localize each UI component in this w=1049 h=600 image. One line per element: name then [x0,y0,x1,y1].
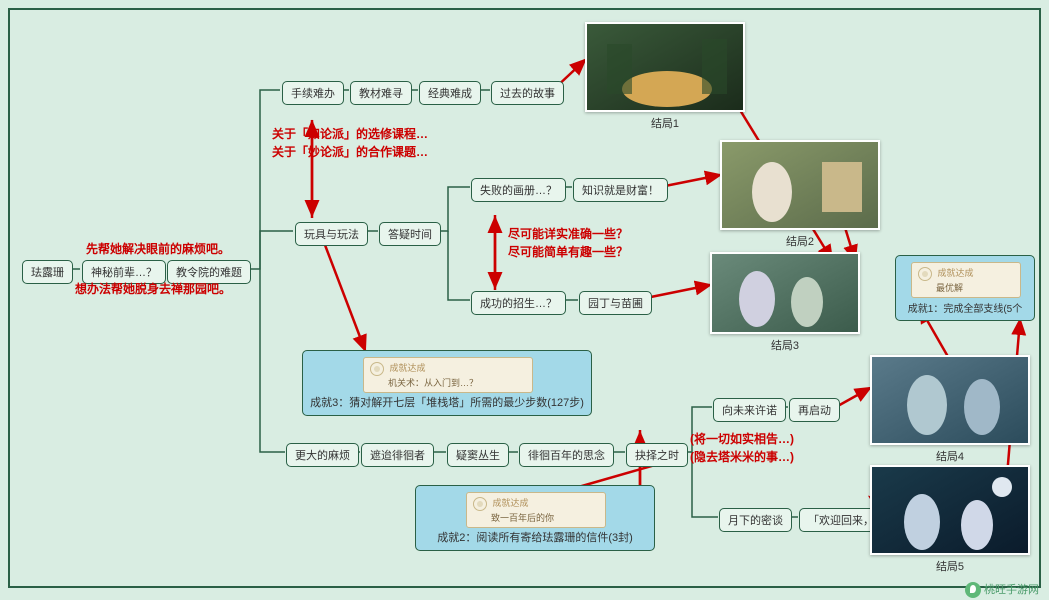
ending3-thumb [710,252,860,334]
ending5-thumb [870,465,1030,555]
ach1-sub: 最优解 [936,283,963,293]
node-gardener: 园丁与苗圃 [579,291,652,315]
node-failed-album: 失败的画册…？ [471,178,566,202]
red-simple: 尽可能简单有趣一些？ [508,243,628,260]
red-help-solve: 先帮她解决眼前的麻烦吧。 [86,240,230,257]
red-miaolun: 关于「妙论派」的合作课题… [272,143,428,160]
logo-icon [965,582,981,598]
achievement-icon [473,497,487,511]
node-recruit-success: 成功的招生…？ [471,291,566,315]
ending3-caption: 结局3 [710,337,860,353]
ending5-caption: 结局5 [870,558,1030,574]
ach3-text: 成就3：猜对解开七层「堆栈塔」所需的最少步数(127步) [303,394,591,410]
ending1-thumb [585,22,745,112]
node-moonlight-talk: 月下的密谈 [719,508,792,532]
ach2-sub: 致一百年后的你 [491,513,554,523]
ach3-title: 成就达成 [390,363,426,373]
node-procedures: 手续难办 [282,81,344,105]
node-restart: 再启动 [789,398,840,422]
achievement1-card: 成就达成 最优解 [911,262,1021,298]
red-hide-tamimi: (隐去塔米米的事…) [690,448,794,465]
achievement-icon [918,267,932,281]
red-zhilun: 关于「知论派」的选修课程… [272,125,428,142]
node-bigger-trouble: 更大的麻烦 [286,443,359,467]
node-choice-time: 抉择之时 [626,443,688,467]
ach3-sub: 机关术：从入门到…？ [388,378,478,388]
ending1-caption: 结局1 [585,115,745,131]
red-detailed: 尽可能详实准确一些？ [508,225,628,242]
red-help-escape: 想办法帮她脱身去禅那园吧。 [75,280,231,297]
node-wanderer: 遮迨徘徊者 [361,443,434,467]
ending4-thumb [870,355,1030,445]
achievement2-card: 成就达成 致一百年后的你 [466,492,606,528]
achievement3-card: 成就达成 机关术：从入门到…？ [363,357,533,393]
achievement3-box: 成就达成 机关术：从入门到…？ 成就3：猜对解开七层「堆栈塔」所需的最少步数(1… [302,350,592,416]
red-tell-all: (将一切如实相告…) [690,430,794,447]
node-faruzan: 珐露珊 [22,260,73,284]
node-toys: 玩具与玩法 [295,222,368,246]
node-doubts: 疑窦丛生 [447,443,509,467]
node-qa-time: 答疑时间 [379,222,441,246]
ach2-title: 成就达成 [493,498,529,508]
ending4-caption: 结局4 [870,448,1030,464]
ending2-thumb [720,140,880,230]
node-century-yearning: 徘徊百年的思念 [519,443,614,467]
node-past-story: 过去的故事 [491,81,564,105]
ach1-text: 成就1：完成全部支线(5个 [896,300,1034,315]
ach1-title: 成就达成 [938,268,974,278]
node-promise-future: 向未来许诺 [713,398,786,422]
node-classics: 经典难成 [419,81,481,105]
node-textbook: 教材难寻 [350,81,412,105]
achievement-icon [370,362,384,376]
ending2-caption: 结局2 [720,233,880,249]
achievement2-box: 成就达成 致一百年后的你 成就2：阅读所有寄给珐露珊的信件(3封) [415,485,655,551]
node-knowledge-wealth: 知识就是财富！ [573,178,668,202]
watermark: 桃旺手游网 [965,581,1039,598]
achievement1-box: 成就达成 最优解 成就1：完成全部支线(5个 [895,255,1035,321]
ach2-text: 成就2：阅读所有寄给珐露珊的信件(3封) [416,529,654,545]
watermark-text: 桃旺手游网 [984,584,1039,596]
